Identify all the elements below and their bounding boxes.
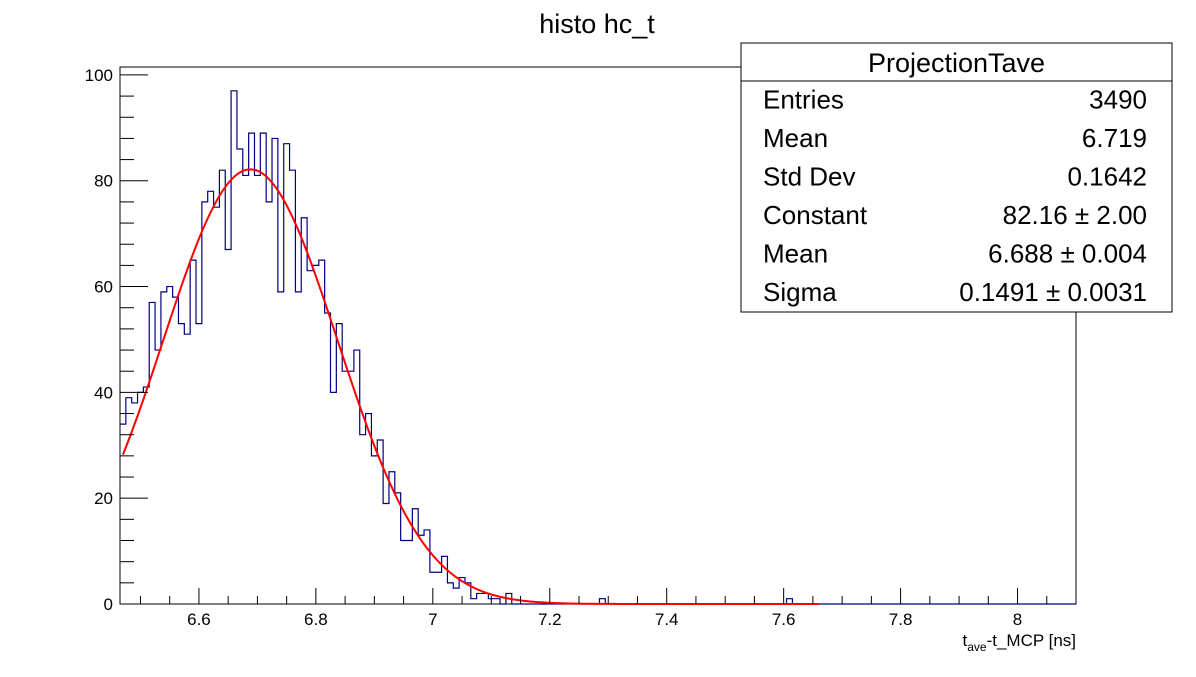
- x-tick-label: 7.2: [538, 610, 562, 629]
- stats-row-value: 6.688 ± 0.004: [988, 239, 1147, 269]
- stats-row-label: Mean: [763, 239, 828, 269]
- stats-row-label: Std Dev: [763, 162, 856, 192]
- stats-row-label: Mean: [763, 123, 828, 153]
- y-tick-label: 60: [94, 278, 113, 297]
- stats-row-value: 0.1491 ± 0.0031: [959, 277, 1147, 307]
- x-tick-label: 7.4: [655, 610, 679, 629]
- stats-row-label: Sigma: [763, 277, 837, 307]
- x-tick-label: 8: [1013, 610, 1022, 629]
- stats-row-value: 6.719: [1082, 123, 1147, 153]
- x-axis-label: tave-t_MCP [ns]: [962, 631, 1076, 654]
- stats-row-label: Entries: [763, 85, 844, 115]
- y-tick-label: 40: [94, 383, 113, 402]
- stats-row-value: 3490: [1089, 85, 1147, 115]
- gaussian-fit-curve: [121, 168, 819, 605]
- y-tick-label: 100: [85, 66, 113, 85]
- stats-row-value: 82.16 ± 2.00: [1003, 200, 1147, 230]
- chart-title: histo hc_t: [539, 9, 655, 39]
- stats-box-title: ProjectionTave: [868, 48, 1045, 78]
- y-tick-label: 80: [94, 172, 113, 191]
- stats-row-value: 0.1642: [1067, 162, 1147, 192]
- stats-box: [740, 42, 1173, 313]
- y-tick-label: 20: [94, 489, 113, 508]
- x-tick-label: 7.8: [889, 610, 913, 629]
- x-tick-label: 6.8: [304, 610, 328, 629]
- x-tick-label: 7: [428, 610, 437, 629]
- stats-row-label: Constant: [763, 200, 868, 230]
- y-tick-label: 0: [104, 595, 113, 614]
- x-tick-label: 6.6: [187, 610, 211, 629]
- x-tick-label: 7.6: [772, 610, 796, 629]
